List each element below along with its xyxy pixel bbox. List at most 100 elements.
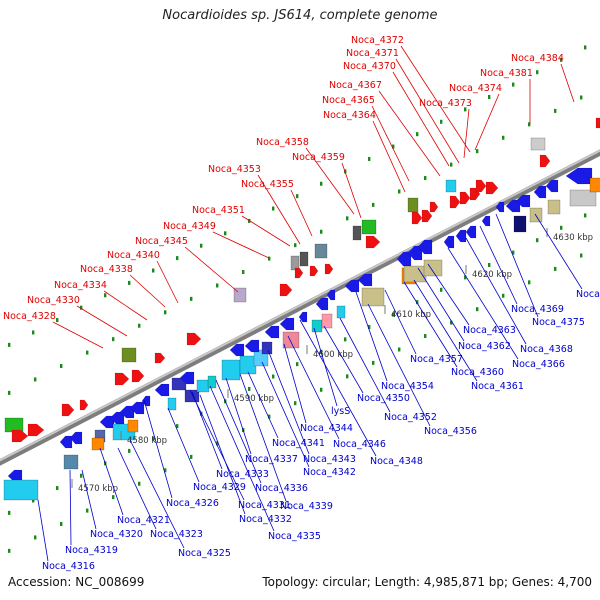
reverse-label-leader <box>313 327 338 407</box>
forward-label-leader <box>474 93 500 151</box>
tick-marker <box>190 296 193 301</box>
reverse-gene-arrow <box>129 401 145 415</box>
reverse-gene-box <box>221 359 241 381</box>
forward-gene-arrow <box>475 179 487 193</box>
reverse-gene-label: Noca_4360 <box>451 367 504 378</box>
reverse-gene-arrow <box>407 245 423 261</box>
forward-gene-arrow <box>429 201 439 213</box>
reverse-gene-arrow <box>109 411 125 425</box>
tick-marker <box>502 293 505 298</box>
reverse-gene-label: Noca_4326 <box>166 498 219 509</box>
reverse-label-leader <box>37 499 49 562</box>
tick-marker <box>512 82 515 87</box>
forward-gene-arrow <box>61 403 75 417</box>
tick-marker <box>296 362 299 367</box>
tick-marker <box>344 337 347 342</box>
reverse-label-leader <box>143 399 173 499</box>
scale-label: 4620 kbp <box>472 270 512 280</box>
forward-gene-box <box>352 225 362 241</box>
reverse-gene-arrow <box>443 235 455 249</box>
forward-gene-label: Noca_4367 <box>329 80 382 91</box>
reverse-gene-labels: Noca_4316 Noca_4319 Noca_4320 Noca_4321 Noca… <box>37 213 600 572</box>
reverse-label-leader <box>427 263 470 326</box>
reverse-gene-arrow <box>396 251 412 267</box>
reverse-gene-box <box>261 341 273 355</box>
reverse-label-leader <box>225 377 252 455</box>
forward-label-leader <box>52 321 104 349</box>
reverse-gene-label: Noca_4361 <box>471 381 524 392</box>
reverse-gene-arrow <box>154 383 170 397</box>
tick-marker <box>128 280 131 285</box>
forward-gene-box <box>407 197 419 213</box>
reverse-gene-arrow <box>344 279 360 293</box>
forward-label-leader <box>257 174 301 245</box>
reverse-gene-box <box>321 313 333 329</box>
forward-gene-arrow <box>294 267 304 279</box>
reverse-gene-label: Noca_4323 <box>150 529 203 540</box>
tick-marker <box>34 377 37 382</box>
reverse-gene-arrow <box>357 273 373 287</box>
tick-marker <box>272 374 275 379</box>
forward-label-leader <box>129 274 166 308</box>
forward-gene-labels: Noca_4328 Noca_4330 Noca_4334 Noca_4338 Noca… <box>3 35 575 349</box>
tick-marker <box>346 216 349 221</box>
forward-gene-arrow <box>411 211 423 225</box>
tick-marker <box>488 94 491 99</box>
tick-marker <box>320 387 323 392</box>
reverse-gene-label: Noca_4369 <box>511 304 564 315</box>
tick-marker <box>216 283 219 288</box>
reverse-gene-label: Noca_4352 <box>384 412 437 423</box>
reverse-gene-label: Noca_4344 <box>300 423 353 434</box>
tick-marker <box>138 481 141 486</box>
tick-marker <box>248 386 251 391</box>
forward-gene-arrow <box>459 191 471 205</box>
forward-gene-label: Noca_4384 <box>511 53 564 64</box>
forward-label-leader <box>372 120 406 193</box>
forward-gene-label: Noca_4340 <box>107 250 160 261</box>
reverse-gene-box <box>282 331 300 349</box>
forward-gene-arrow <box>449 195 461 209</box>
reverse-gene-label: Noca_4346 <box>333 439 386 450</box>
tick-marker <box>560 225 563 230</box>
reverse-gene-arrow <box>465 225 477 239</box>
reverse-gene-label: Noca_4377 <box>576 289 600 300</box>
reverse-label-leader <box>534 213 583 290</box>
reverse-gene-box <box>361 287 385 307</box>
tick-marker <box>372 360 375 365</box>
tick-marker <box>450 320 453 325</box>
reverse-gene-arrow <box>69 431 83 445</box>
forward-gene-box <box>445 179 457 193</box>
reverse-label-leader <box>495 213 539 318</box>
tick-marker <box>268 256 271 261</box>
tick-marker <box>584 213 587 218</box>
tick-marker <box>488 262 491 267</box>
forward-label-leader <box>400 45 471 153</box>
reverse-gene-arrow <box>417 239 433 255</box>
reverse-label-leader <box>283 343 307 424</box>
reverse-gene-label: Noca_4319 <box>65 545 118 556</box>
reverse-gene-box <box>589 177 600 193</box>
tick-marker <box>56 486 59 491</box>
forward-gene-label: Noca_4370 <box>343 61 396 72</box>
reverse-gene-label: Noca_4332 <box>239 514 292 525</box>
reverse-gene-label: Noca_4329 <box>193 482 246 493</box>
reverse-gene-arrow <box>229 343 245 357</box>
tick-marker <box>398 189 401 194</box>
tick-marker <box>104 293 107 298</box>
forward-label-leader <box>290 189 313 237</box>
reverse-gene-arrow <box>298 311 308 323</box>
forward-gene-label: Noca_4349 <box>163 221 216 232</box>
gene-features <box>3 117 600 501</box>
reverse-gene-box <box>196 379 210 393</box>
tick-marker <box>112 495 115 500</box>
forward-gene-arrow <box>324 263 334 275</box>
reverse-gene-label: Noca_4368 <box>520 344 573 355</box>
tick-marker <box>224 231 227 236</box>
reverse-gene-arrow <box>59 435 73 449</box>
forward-gene-box <box>361 219 377 235</box>
tick-marker <box>138 323 141 328</box>
reverse-label-leader <box>417 267 465 342</box>
reverse-label-leader <box>189 389 245 501</box>
tick-marker <box>86 508 89 513</box>
reverse-label-leader <box>384 289 417 355</box>
